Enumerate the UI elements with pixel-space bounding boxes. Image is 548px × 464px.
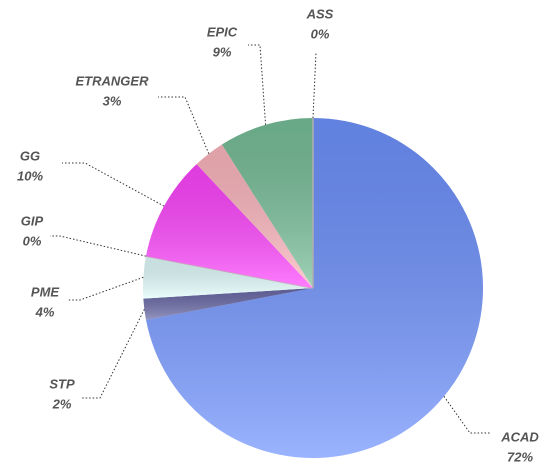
slice-value-label: 10% [17,168,43,183]
slice-shade [146,118,483,459]
slice-value-label: 4% [35,304,55,319]
slice-group [196,144,313,288]
slice-name: STP [49,376,75,391]
slice-value-label: 0% [23,233,42,248]
leader-line [82,309,145,399]
slice-name: ETRANGER [76,73,150,88]
slice-group [143,288,313,320]
slice-value-label: 0% [311,26,330,41]
slice-shade [196,144,313,288]
slice-group [146,118,483,459]
slice-name: ASS [306,6,334,21]
slice-name: GG [20,148,40,163]
leader-line [62,162,165,207]
slice-name: PME [31,284,60,299]
slice-shade [221,118,313,288]
slice-shade [143,256,313,299]
slice-group [143,256,313,299]
leader-line [68,276,144,301]
leader-line [248,44,267,125]
slice-shade [143,288,313,320]
slice-group [146,164,313,288]
slice-shade [146,164,313,288]
slice-name: ACAD [500,429,539,444]
leader-line [158,96,210,154]
slice-value-label: 3% [103,93,122,108]
leader-line [312,51,317,119]
slice-group [221,118,313,288]
leader-line [443,396,490,434]
slice-value-label: 2% [52,396,72,411]
slice-name: GIP [21,213,44,228]
slice-value-label: 9% [213,44,232,59]
slice-value-label: 72% [507,449,533,464]
leader-line [50,235,147,257]
slice-name: EPIC [207,24,238,39]
